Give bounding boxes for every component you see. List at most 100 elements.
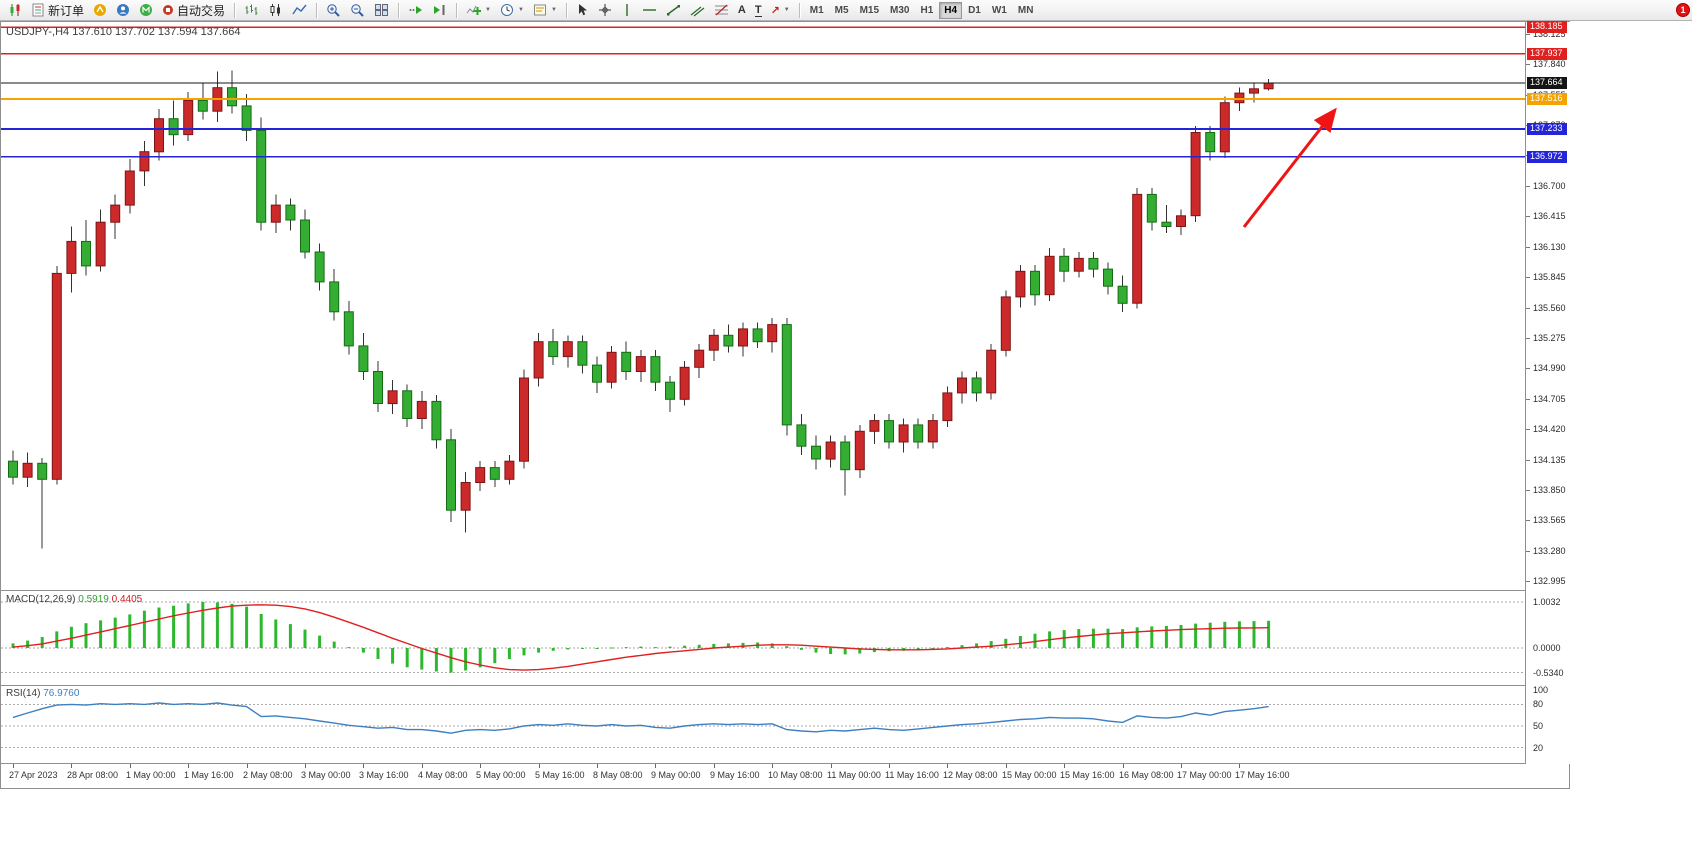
candle-up bbox=[606, 351, 617, 383]
rsi-panel[interactable] bbox=[1, 686, 1525, 763]
metaquotes-button[interactable] bbox=[135, 1, 157, 19]
horizontal-line-button[interactable] bbox=[638, 1, 661, 19]
panel-divider[interactable] bbox=[1, 685, 1525, 686]
price-axis-tick-label: 137.840 bbox=[1533, 59, 1566, 69]
tile-windows-button[interactable] bbox=[370, 1, 393, 19]
autotrading-button[interactable]: 自动交易 bbox=[158, 1, 229, 19]
candle-up bbox=[1249, 88, 1259, 94]
timeframe-m30-button[interactable]: M30 bbox=[885, 2, 914, 19]
macd-histogram-bar bbox=[464, 648, 468, 671]
bar-chart-button[interactable] bbox=[240, 1, 263, 19]
candle-up bbox=[927, 420, 938, 443]
macd-histogram-bar bbox=[1121, 629, 1125, 648]
timeframe-m1-button[interactable]: M1 bbox=[805, 2, 829, 19]
new-chart-button[interactable] bbox=[4, 1, 27, 19]
macd-histogram-bar bbox=[566, 648, 570, 650]
level-price-tag: 137.937 bbox=[1527, 48, 1567, 60]
candle-up bbox=[1044, 255, 1055, 296]
panel-divider[interactable] bbox=[1, 590, 1525, 591]
timeframe-mn-button[interactable]: MN bbox=[1013, 2, 1039, 19]
fibonacci-icon bbox=[714, 4, 728, 16]
periods-button[interactable]: ▼ bbox=[496, 1, 528, 19]
macd-signal-line bbox=[12, 604, 1269, 671]
cursor-button[interactable] bbox=[572, 1, 593, 19]
trend-arrow[interactable] bbox=[1242, 107, 1337, 228]
price-axis-tick-label: 135.845 bbox=[1533, 272, 1566, 282]
level-price-tag: 138.185 bbox=[1527, 21, 1567, 33]
chart-shift-button[interactable] bbox=[428, 1, 451, 19]
candlestick-chart-button[interactable] bbox=[264, 1, 287, 19]
timeframe-h1-button[interactable]: H1 bbox=[915, 2, 938, 19]
candle-down bbox=[358, 345, 369, 372]
level-price-tag: 136.972 bbox=[1527, 151, 1567, 163]
timeframe-d1-button[interactable]: D1 bbox=[963, 2, 986, 19]
zoom-in-button[interactable] bbox=[322, 1, 345, 19]
price-axis-tick-label: 132.995 bbox=[1533, 576, 1566, 586]
time-axis-tick-mark bbox=[422, 764, 423, 768]
macd-histogram-bar bbox=[186, 603, 190, 648]
indicators-button[interactable]: ▼ bbox=[462, 1, 495, 19]
vertical-line-button[interactable] bbox=[617, 1, 637, 19]
macd-histogram-bar bbox=[128, 614, 132, 648]
timeframe-h4-button[interactable]: H4 bbox=[939, 1, 963, 19]
time-axis-label: 28 Apr 08:00 bbox=[67, 770, 119, 780]
timeframe-w1-button[interactable]: W1 bbox=[987, 2, 1012, 19]
macd-histogram-bar bbox=[318, 635, 322, 648]
community-button[interactable] bbox=[112, 1, 134, 19]
crosshair-button[interactable] bbox=[594, 1, 616, 19]
chevron-down-icon: ▼ bbox=[550, 7, 557, 13]
candle-up bbox=[270, 204, 281, 223]
macd-histogram-bar bbox=[1135, 627, 1139, 648]
templates-button[interactable]: ▼ bbox=[529, 1, 561, 19]
line-chart-button[interactable] bbox=[288, 1, 311, 19]
timeframe-m5-button[interactable]: M5 bbox=[830, 2, 854, 19]
macd-histogram-bar bbox=[259, 614, 263, 648]
candle-up bbox=[1263, 82, 1274, 90]
time-axis-label: 9 May 16:00 bbox=[710, 770, 760, 780]
macd-histogram-bar bbox=[829, 648, 833, 654]
notification-badge[interactable]: 1 bbox=[1676, 3, 1690, 17]
time-axis-label: 1 May 16:00 bbox=[184, 770, 234, 780]
zoom-out-button[interactable] bbox=[346, 1, 369, 19]
toolbar-separator bbox=[456, 2, 458, 18]
price-axis-tick-mark bbox=[1526, 520, 1530, 521]
text-button[interactable]: A bbox=[734, 1, 750, 19]
price-axis-tick-mark bbox=[1526, 338, 1530, 339]
macd-histogram-bar bbox=[1106, 628, 1110, 648]
mql5-button[interactable] bbox=[89, 1, 111, 19]
candle-down bbox=[752, 328, 763, 343]
macd-histogram-bar bbox=[653, 647, 657, 649]
channel-button[interactable] bbox=[686, 1, 709, 19]
time-axis-label: 3 May 16:00 bbox=[359, 770, 409, 780]
macd-histogram-bar bbox=[1033, 633, 1037, 648]
trendline-button[interactable] bbox=[662, 1, 685, 19]
price-axis[interactable]: 138.125137.840137.555137.270136.985136.7… bbox=[1525, 21, 1570, 764]
macd-axis-label: -0.5340 bbox=[1533, 668, 1564, 678]
candle-down bbox=[1088, 257, 1099, 270]
panel-divider[interactable] bbox=[1, 763, 1525, 764]
candle-down bbox=[811, 445, 821, 460]
time-axis-label: 1 May 00:00 bbox=[126, 770, 176, 780]
time-axis-tick-mark bbox=[947, 764, 948, 768]
time-axis[interactable]: 27 Apr 2023 28 Apr 08:00 1 May 00:00 1 May … bbox=[1, 764, 1525, 787]
label-button[interactable]: T bbox=[751, 1, 766, 19]
fibonacci-button[interactable] bbox=[710, 1, 733, 19]
candle-down bbox=[796, 424, 807, 447]
macd-histogram-bar bbox=[726, 643, 730, 648]
main-price-chart[interactable] bbox=[1, 22, 1525, 590]
zoom-in-icon bbox=[327, 4, 340, 17]
autoscroll-button[interactable] bbox=[404, 1, 427, 19]
candle-up bbox=[635, 356, 646, 373]
new-order-button[interactable]: 新订单 bbox=[28, 1, 88, 19]
time-axis-label: 4 May 08:00 bbox=[418, 770, 468, 780]
price-axis-tick-mark bbox=[1526, 490, 1530, 491]
price-axis-tick-mark bbox=[1526, 581, 1530, 582]
candle-down bbox=[971, 377, 982, 394]
candle-up bbox=[694, 349, 705, 368]
macd-histogram-bar bbox=[1223, 621, 1227, 648]
macd-histogram-bar bbox=[945, 647, 949, 649]
timeframe-m15-button[interactable]: M15 bbox=[855, 2, 884, 19]
arrows-button[interactable]: ↗ ▼ bbox=[767, 1, 794, 19]
macd-panel[interactable] bbox=[1, 591, 1525, 685]
candle-up bbox=[22, 462, 33, 478]
